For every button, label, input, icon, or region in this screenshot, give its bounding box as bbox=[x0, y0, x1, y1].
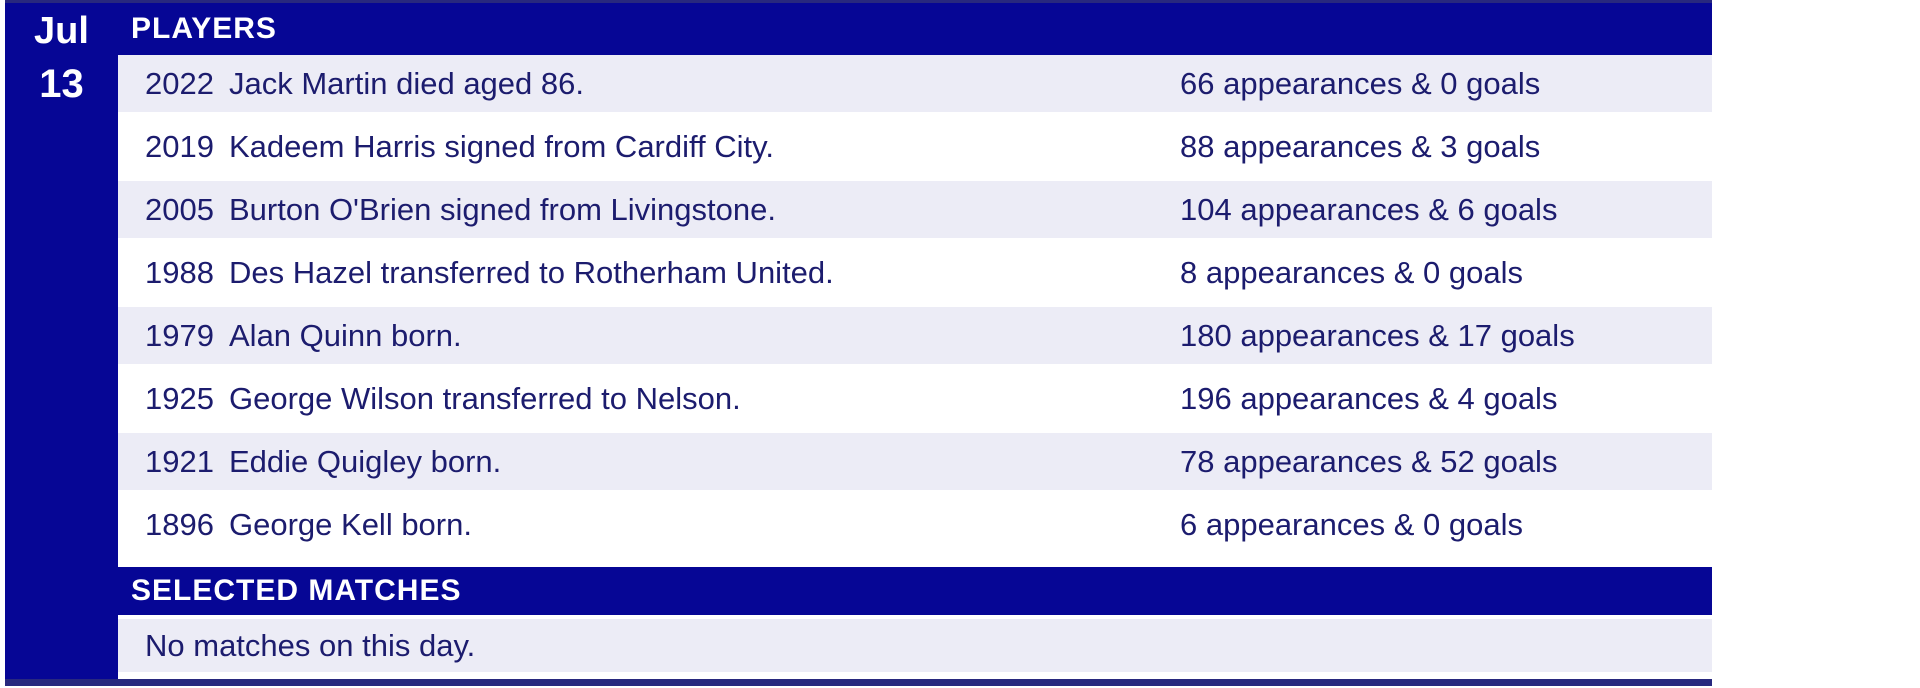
player-row: 1979 Alan Quinn born. 180 appearances & … bbox=[118, 307, 1712, 364]
row-event: Alan Quinn born. bbox=[229, 317, 462, 353]
row-year: 1979 bbox=[145, 317, 214, 353]
row-event: George Wilson transferred to Nelson. bbox=[229, 380, 741, 416]
matches-section-header: SELECTED MATCHES bbox=[118, 567, 1712, 615]
row-event: Kadeem Harris signed from Cardiff City. bbox=[229, 128, 774, 164]
row-stats: 104 appearances & 6 goals bbox=[1180, 191, 1558, 227]
players-title: PLAYERS bbox=[131, 12, 277, 45]
row-event: Burton O'Brien signed from Livingstone. bbox=[229, 191, 776, 227]
row-event: Jack Martin died aged 86. bbox=[229, 65, 584, 101]
row-stats: 78 appearances & 52 goals bbox=[1180, 443, 1558, 479]
calendar-day: 13 bbox=[39, 62, 84, 106]
row-stats: 6 appearances & 0 goals bbox=[1180, 506, 1523, 542]
players-section-header: PLAYERS bbox=[118, 3, 1712, 55]
row-stats: 8 appearances & 0 goals bbox=[1180, 254, 1523, 290]
top-border bbox=[5, 0, 1712, 4]
row-event: Des Hazel transferred to Rotherham Unite… bbox=[229, 254, 834, 290]
player-row: 2022 Jack Martin died aged 86. 66 appear… bbox=[118, 55, 1712, 112]
row-event: George Kell born. bbox=[229, 506, 472, 542]
row-stats: 180 appearances & 17 goals bbox=[1180, 317, 1575, 353]
players-list: 2022 Jack Martin died aged 86. 66 appear… bbox=[118, 55, 1712, 553]
row-year: 2019 bbox=[145, 128, 214, 164]
row-year: 2022 bbox=[145, 65, 214, 101]
row-event: Eddie Quigley born. bbox=[229, 443, 502, 479]
player-row: 1988 Des Hazel transferred to Rotherham … bbox=[118, 244, 1712, 301]
row-year: 1921 bbox=[145, 443, 214, 479]
matches-title: SELECTED MATCHES bbox=[131, 574, 462, 607]
player-row: 1921 Eddie Quigley born. 78 appearances … bbox=[118, 433, 1712, 490]
calendar-month: Jul bbox=[34, 10, 89, 52]
player-row: 2019 Kadeem Harris signed from Cardiff C… bbox=[118, 118, 1712, 175]
row-stats: 88 appearances & 3 goals bbox=[1180, 128, 1541, 164]
player-row: 1896 George Kell born. 6 appearances & 0… bbox=[118, 496, 1712, 553]
player-row: 2005 Burton O'Brien signed from Livingst… bbox=[118, 181, 1712, 238]
date-sidebar: Jul 13 bbox=[5, 3, 118, 679]
row-stats: 66 appearances & 0 goals bbox=[1180, 65, 1541, 101]
row-year: 1925 bbox=[145, 380, 214, 416]
content-column: PLAYERS 2022 Jack Martin died aged 86. 6… bbox=[118, 3, 1712, 672]
row-year: 1988 bbox=[145, 254, 214, 290]
row-year: 1896 bbox=[145, 506, 214, 542]
bottom-border bbox=[5, 679, 1712, 686]
row-stats: 196 appearances & 4 goals bbox=[1180, 380, 1558, 416]
no-matches-message: No matches on this day. bbox=[145, 627, 476, 663]
section-spacer bbox=[118, 559, 1712, 567]
player-row: 1925 George Wilson transferred to Nelson… bbox=[118, 370, 1712, 427]
no-matches-row: No matches on this day. bbox=[118, 619, 1712, 672]
row-year: 2005 bbox=[145, 191, 214, 227]
